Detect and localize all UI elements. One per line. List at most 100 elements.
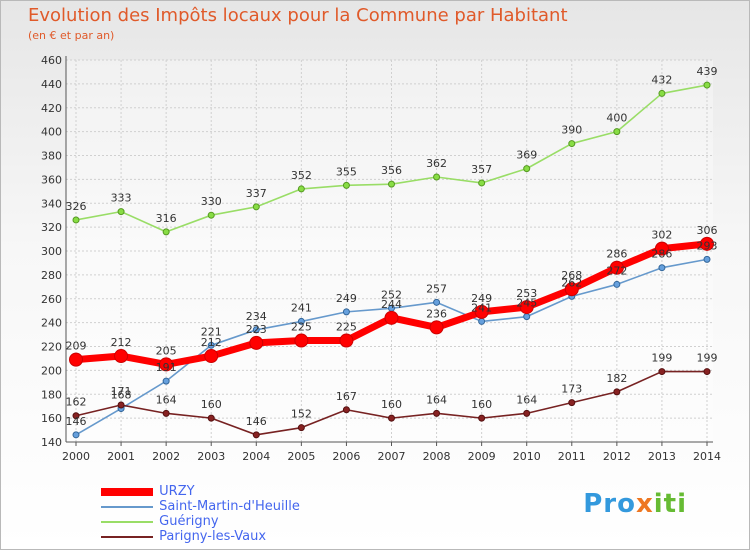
data-point-gu-rigny xyxy=(478,179,486,187)
data-point-urzy xyxy=(519,300,534,315)
data-point-gu-rigny xyxy=(658,89,666,97)
data-point-urzy xyxy=(249,335,264,350)
legend-label-urzy: URZY xyxy=(159,484,195,499)
legend-item-guerigny: Guérigny xyxy=(101,514,300,529)
data-label-gu-rigny: 390 xyxy=(561,124,582,137)
data-label-parigny-les-vaux: 164 xyxy=(426,393,447,406)
data-point-saint-martin-d-heuille xyxy=(613,280,621,288)
data-label-saint-martin-d-heuille: 241 xyxy=(471,301,492,314)
data-point-urzy xyxy=(474,304,489,319)
data-label-urzy: 286 xyxy=(606,248,627,261)
data-point-saint-martin-d-heuille xyxy=(162,377,170,385)
data-label-urzy: 302 xyxy=(651,229,672,242)
data-label-gu-rigny: 326 xyxy=(66,200,87,213)
data-point-parigny-les-vaux xyxy=(342,406,350,414)
data-point-urzy xyxy=(429,320,444,335)
data-point-urzy xyxy=(204,349,219,364)
data-point-parigny-les-vaux xyxy=(162,409,170,417)
data-label-gu-rigny: 369 xyxy=(516,149,537,162)
data-label-urzy: 225 xyxy=(336,321,357,334)
data-label-saint-martin-d-heuille: 221 xyxy=(201,325,222,338)
data-point-parigny-les-vaux xyxy=(433,409,441,417)
data-point-parigny-les-vaux xyxy=(207,414,215,422)
data-label-saint-martin-d-heuille: 168 xyxy=(111,389,132,402)
x-tick-label: 2002 xyxy=(152,450,180,463)
y-tick-label: 340 xyxy=(41,197,62,210)
data-point-gu-rigny xyxy=(162,228,170,236)
data-label-parigny-les-vaux: 171 xyxy=(111,385,132,398)
data-label-gu-rigny: 439 xyxy=(697,65,718,78)
x-tick-label: 2007 xyxy=(378,450,406,463)
data-label-urzy: 223 xyxy=(246,323,267,336)
x-tick-label: 2003 xyxy=(197,450,225,463)
y-tick-label: 220 xyxy=(41,341,62,354)
data-point-gu-rigny xyxy=(252,203,260,211)
data-point-urzy xyxy=(700,236,714,251)
data-point-urzy xyxy=(609,260,624,275)
data-label-gu-rigny: 330 xyxy=(201,195,222,208)
data-point-parigny-les-vaux xyxy=(297,424,305,432)
data-point-parigny-les-vaux xyxy=(388,414,395,422)
legend-item-saint-martin: Saint-Martin-d'Heuille xyxy=(101,499,300,514)
x-tick-label: 2010 xyxy=(513,450,541,463)
data-label-urzy: 205 xyxy=(156,344,177,357)
data-point-saint-martin-d-heuille xyxy=(297,317,305,325)
series-lines xyxy=(69,81,714,439)
data-label-parigny-les-vaux: 162 xyxy=(66,396,87,409)
y-tick-label: 420 xyxy=(41,102,62,115)
legend-label-parigny: Parigny-les-Vaux xyxy=(159,529,267,544)
data-point-gu-rigny xyxy=(342,181,350,189)
x-tick-label: 2012 xyxy=(603,450,631,463)
data-point-urzy xyxy=(654,241,669,256)
data-label-urzy: 306 xyxy=(697,224,718,237)
data-point-saint-martin-d-heuille xyxy=(478,317,486,325)
data-point-parigny-les-vaux xyxy=(523,409,531,417)
y-tick-label: 240 xyxy=(41,317,62,330)
data-label-urzy: 212 xyxy=(111,336,132,349)
data-point-gu-rigny xyxy=(433,173,441,181)
data-label-urzy: 209 xyxy=(66,340,87,353)
data-label-parigny-les-vaux: 160 xyxy=(201,398,222,411)
x-tick-label: 2004 xyxy=(242,450,270,463)
data-label-parigny-les-vaux: 164 xyxy=(156,393,177,406)
data-label-saint-martin-d-heuille: 293 xyxy=(697,239,718,252)
data-point-parigny-les-vaux xyxy=(478,414,486,422)
plot-area xyxy=(66,60,713,442)
data-label-urzy: 249 xyxy=(471,292,492,305)
data-point-saint-martin-d-heuille xyxy=(523,313,531,321)
data-point-parigny-les-vaux xyxy=(658,368,666,376)
y-tick-label: 200 xyxy=(41,364,62,377)
data-label-urzy: 253 xyxy=(516,287,537,300)
data-point-parigny-les-vaux xyxy=(613,388,621,396)
data-label-saint-martin-d-heuille: 257 xyxy=(426,282,447,295)
y-tick-label: 280 xyxy=(41,269,62,282)
x-tick-label: 2009 xyxy=(468,450,496,463)
data-label-saint-martin-d-heuille: 241 xyxy=(291,301,312,314)
data-label-gu-rigny: 337 xyxy=(246,187,267,200)
data-label-saint-martin-d-heuille: 245 xyxy=(516,297,537,310)
data-point-parigny-les-vaux xyxy=(703,368,711,376)
y-tick-label: 160 xyxy=(41,412,62,425)
data-label-gu-rigny: 355 xyxy=(336,165,357,178)
data-point-gu-rigny xyxy=(297,185,305,193)
data-label-gu-rigny: 432 xyxy=(651,73,672,86)
data-label-urzy: 225 xyxy=(291,321,312,334)
legend-swatch-guerigny xyxy=(101,520,153,523)
data-point-saint-martin-d-heuille xyxy=(658,264,666,272)
data-label-parigny-les-vaux: 199 xyxy=(651,352,672,365)
x-tick-label: 2005 xyxy=(287,450,315,463)
legend-label-saint-martin: Saint-Martin-d'Heuille xyxy=(159,499,300,514)
data-label-urzy: 244 xyxy=(381,298,402,311)
data-point-urzy xyxy=(564,282,579,297)
data-point-urzy xyxy=(69,352,83,367)
legend-label-guerigny: Guérigny xyxy=(159,514,219,529)
y-tick-label: 400 xyxy=(41,126,62,139)
data-point-saint-martin-d-heuille xyxy=(703,255,711,263)
data-point-saint-martin-d-heuille xyxy=(72,431,80,439)
data-point-urzy xyxy=(384,310,399,325)
data-point-saint-martin-d-heuille xyxy=(433,298,441,306)
data-point-gu-rigny xyxy=(388,180,395,188)
data-point-saint-martin-d-heuille xyxy=(342,308,350,316)
data-point-gu-rigny xyxy=(207,211,215,219)
proxiti-logo: Proxiti xyxy=(583,489,687,519)
